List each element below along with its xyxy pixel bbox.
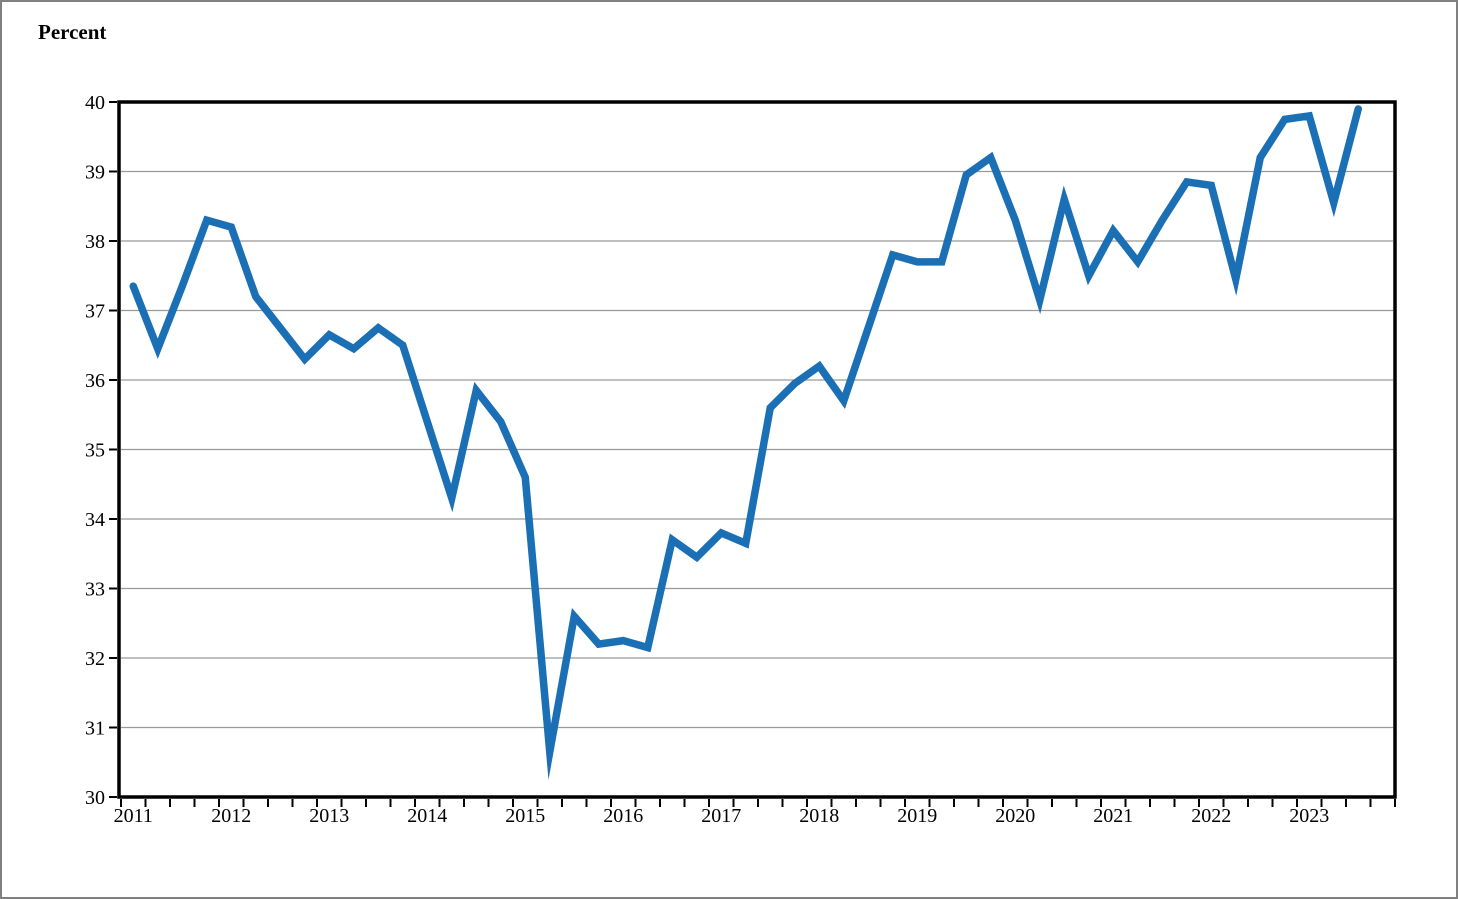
x-axis-tick-label: 2018 [799, 805, 839, 827]
x-axis-tick-label: 2022 [1191, 805, 1231, 827]
x-axis-tick-label: 2017 [701, 805, 741, 827]
y-axis-tick-label: 35 [85, 440, 105, 462]
x-axis-tick-label: 2021 [1093, 805, 1133, 827]
x-axis-tick-label: 2023 [1289, 805, 1329, 827]
x-axis-tick-label: 2012 [211, 805, 251, 827]
plot-frame [117, 100, 1397, 799]
y-axis-tick-label: 37 [85, 301, 105, 323]
y-axis-tick-label: 39 [85, 162, 105, 184]
y-axis-tick-label: 38 [85, 231, 105, 253]
y-axis-tick-label: 33 [85, 579, 105, 601]
x-axis-tick-label: 2013 [309, 805, 349, 827]
y-axis-tick-label: 34 [85, 509, 105, 531]
y-axis-tick-label: 31 [85, 718, 105, 740]
y-axis-tick-label: 32 [85, 648, 105, 670]
y-axis-tick-label: 36 [85, 370, 105, 392]
data-line [129, 105, 1362, 780]
x-axis-tick-label: 2019 [897, 805, 937, 827]
x-axis-tick-label: 2015 [505, 805, 545, 827]
x-axis-tick-label: 2011 [114, 805, 153, 827]
x-axis-tick-label: 2020 [995, 805, 1035, 827]
y-axis-tick-label: 30 [85, 787, 105, 809]
y-axis-title: Percent [38, 20, 107, 44]
y-axis-tick-label: 40 [85, 92, 105, 114]
x-axis-tick-label: 2014 [407, 805, 447, 827]
x-axis-tick-label: 2016 [603, 805, 643, 827]
